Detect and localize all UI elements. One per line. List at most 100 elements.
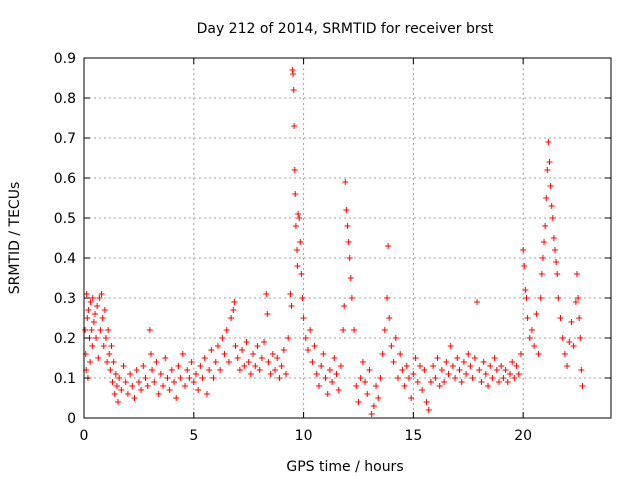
data-point <box>502 367 509 373</box>
data-point <box>405 375 412 381</box>
data-point <box>425 407 432 413</box>
data-point <box>96 295 103 301</box>
x-tick-label: 5 <box>189 428 198 444</box>
data-point <box>353 383 360 389</box>
data-point <box>147 351 154 357</box>
data-point <box>313 371 320 377</box>
data-point <box>105 327 112 333</box>
data-point <box>292 223 299 229</box>
y-tick-label: 0.4 <box>54 251 76 267</box>
data-point <box>513 363 520 369</box>
data-point <box>228 315 235 321</box>
data-point <box>421 367 428 373</box>
data-point <box>467 363 474 369</box>
data-point <box>263 291 270 297</box>
data-point <box>549 215 556 221</box>
data-point <box>247 371 254 377</box>
data-point <box>98 291 105 297</box>
data-point <box>214 343 221 349</box>
data-point <box>463 371 470 377</box>
data-point <box>517 351 524 357</box>
data-point <box>384 295 391 301</box>
data-point <box>153 359 160 365</box>
data-point <box>94 303 101 309</box>
data-point <box>322 375 329 381</box>
data-point <box>298 271 305 277</box>
data-point <box>287 291 294 297</box>
data-point <box>478 379 485 385</box>
data-point <box>533 311 540 317</box>
data-point <box>171 379 178 385</box>
data-point <box>116 375 123 381</box>
data-point <box>267 371 274 377</box>
y-tick-label: 0.3 <box>54 291 76 307</box>
data-point <box>577 335 584 341</box>
data-point <box>385 243 392 249</box>
data-point <box>449 363 456 369</box>
data-point <box>373 383 380 389</box>
data-point <box>292 191 299 197</box>
data-point <box>528 327 535 333</box>
data-point <box>307 327 314 333</box>
data-point <box>456 367 463 373</box>
data-point <box>355 399 362 405</box>
data-point <box>120 363 127 369</box>
data-point <box>89 343 96 349</box>
data-point <box>489 375 496 381</box>
data-point <box>381 327 388 333</box>
data-point <box>300 315 307 321</box>
data-point <box>331 355 338 361</box>
data-point <box>547 183 554 189</box>
data-point <box>348 295 355 301</box>
data-point <box>203 391 210 397</box>
data-point <box>108 343 115 349</box>
data-point <box>133 367 140 373</box>
y-tick-label: 0.9 <box>54 51 76 67</box>
data-point <box>416 363 423 369</box>
data-point <box>304 347 311 353</box>
data-point <box>493 367 500 373</box>
data-point <box>144 383 151 389</box>
data-point <box>579 383 586 389</box>
data-point <box>357 375 364 381</box>
data-point <box>344 223 351 229</box>
data-point <box>482 371 489 377</box>
data-point <box>454 355 461 361</box>
data-point <box>570 343 577 349</box>
data-point <box>283 371 290 377</box>
x-tick-label: 0 <box>80 428 89 444</box>
data-point <box>90 319 97 325</box>
data-point <box>217 367 224 373</box>
data-point <box>397 351 404 357</box>
data-point <box>546 159 553 165</box>
data-point <box>149 367 156 373</box>
data-point <box>124 391 131 397</box>
plot-frame <box>83 57 612 419</box>
data-point <box>520 247 527 253</box>
data-point <box>250 351 257 357</box>
data-point <box>157 371 164 377</box>
data-point <box>85 307 92 313</box>
x-tick-label: 15 <box>404 428 422 444</box>
data-point <box>564 363 571 369</box>
data-point <box>318 363 325 369</box>
data-point <box>511 375 518 381</box>
data-point <box>364 391 371 397</box>
chart-title: Day 212 of 2014, SRMTID for receiver brs… <box>197 21 494 37</box>
data-point <box>288 303 295 309</box>
data-point <box>559 335 566 341</box>
data-point <box>496 379 503 385</box>
data-point <box>469 375 476 381</box>
data-point <box>151 379 158 385</box>
data-point <box>326 367 333 373</box>
data-point <box>295 211 302 217</box>
data-point <box>485 383 492 389</box>
data-point <box>395 375 402 381</box>
data-point <box>162 355 169 361</box>
data-point <box>324 391 331 397</box>
data-point <box>419 387 426 393</box>
data-point <box>375 395 382 401</box>
y-tick-label: 0.2 <box>54 331 76 347</box>
data-point <box>524 315 531 321</box>
